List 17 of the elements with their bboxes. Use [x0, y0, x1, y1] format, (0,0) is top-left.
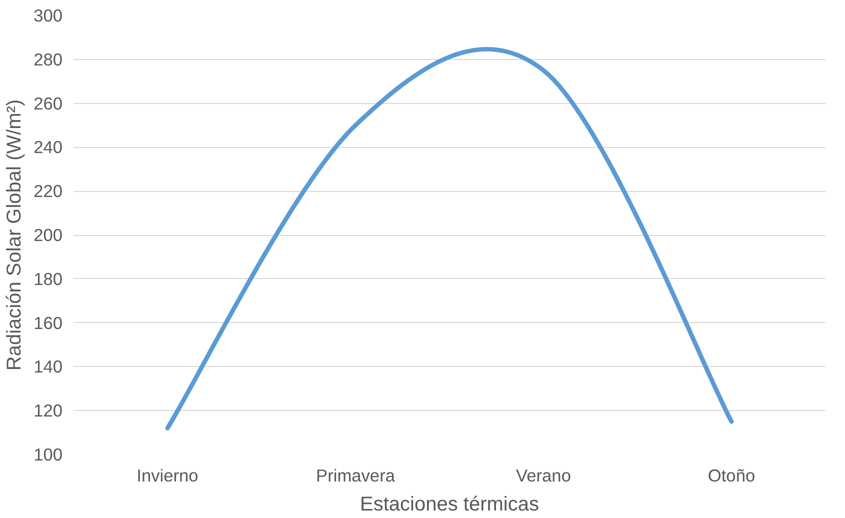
y-tick-label: 200	[34, 225, 63, 245]
y-tick-label: 240	[34, 137, 63, 158]
y-tick-label: 300	[34, 6, 63, 26]
y-tick-label: 260	[34, 93, 63, 114]
y-tick-label: 140	[34, 356, 63, 377]
x-tick-label: Invierno	[136, 466, 198, 486]
x-axis-title: Estaciones térmicas	[360, 494, 539, 516]
x-tick-label: Verano	[516, 466, 571, 486]
y-tick-label: 280	[34, 49, 63, 70]
y-tick-label: 120	[34, 400, 63, 421]
y-tick-label: 180	[34, 268, 63, 289]
y-tick-label: 100	[34, 444, 63, 464]
x-tick-label: Primavera	[316, 466, 396, 486]
y-axis-title: Radiación Solar Global (W/m²)	[4, 99, 26, 371]
y-tick-label: 160	[34, 312, 63, 333]
x-tick-label: Otoño	[708, 466, 756, 486]
y-tick-label: 220	[34, 181, 63, 202]
